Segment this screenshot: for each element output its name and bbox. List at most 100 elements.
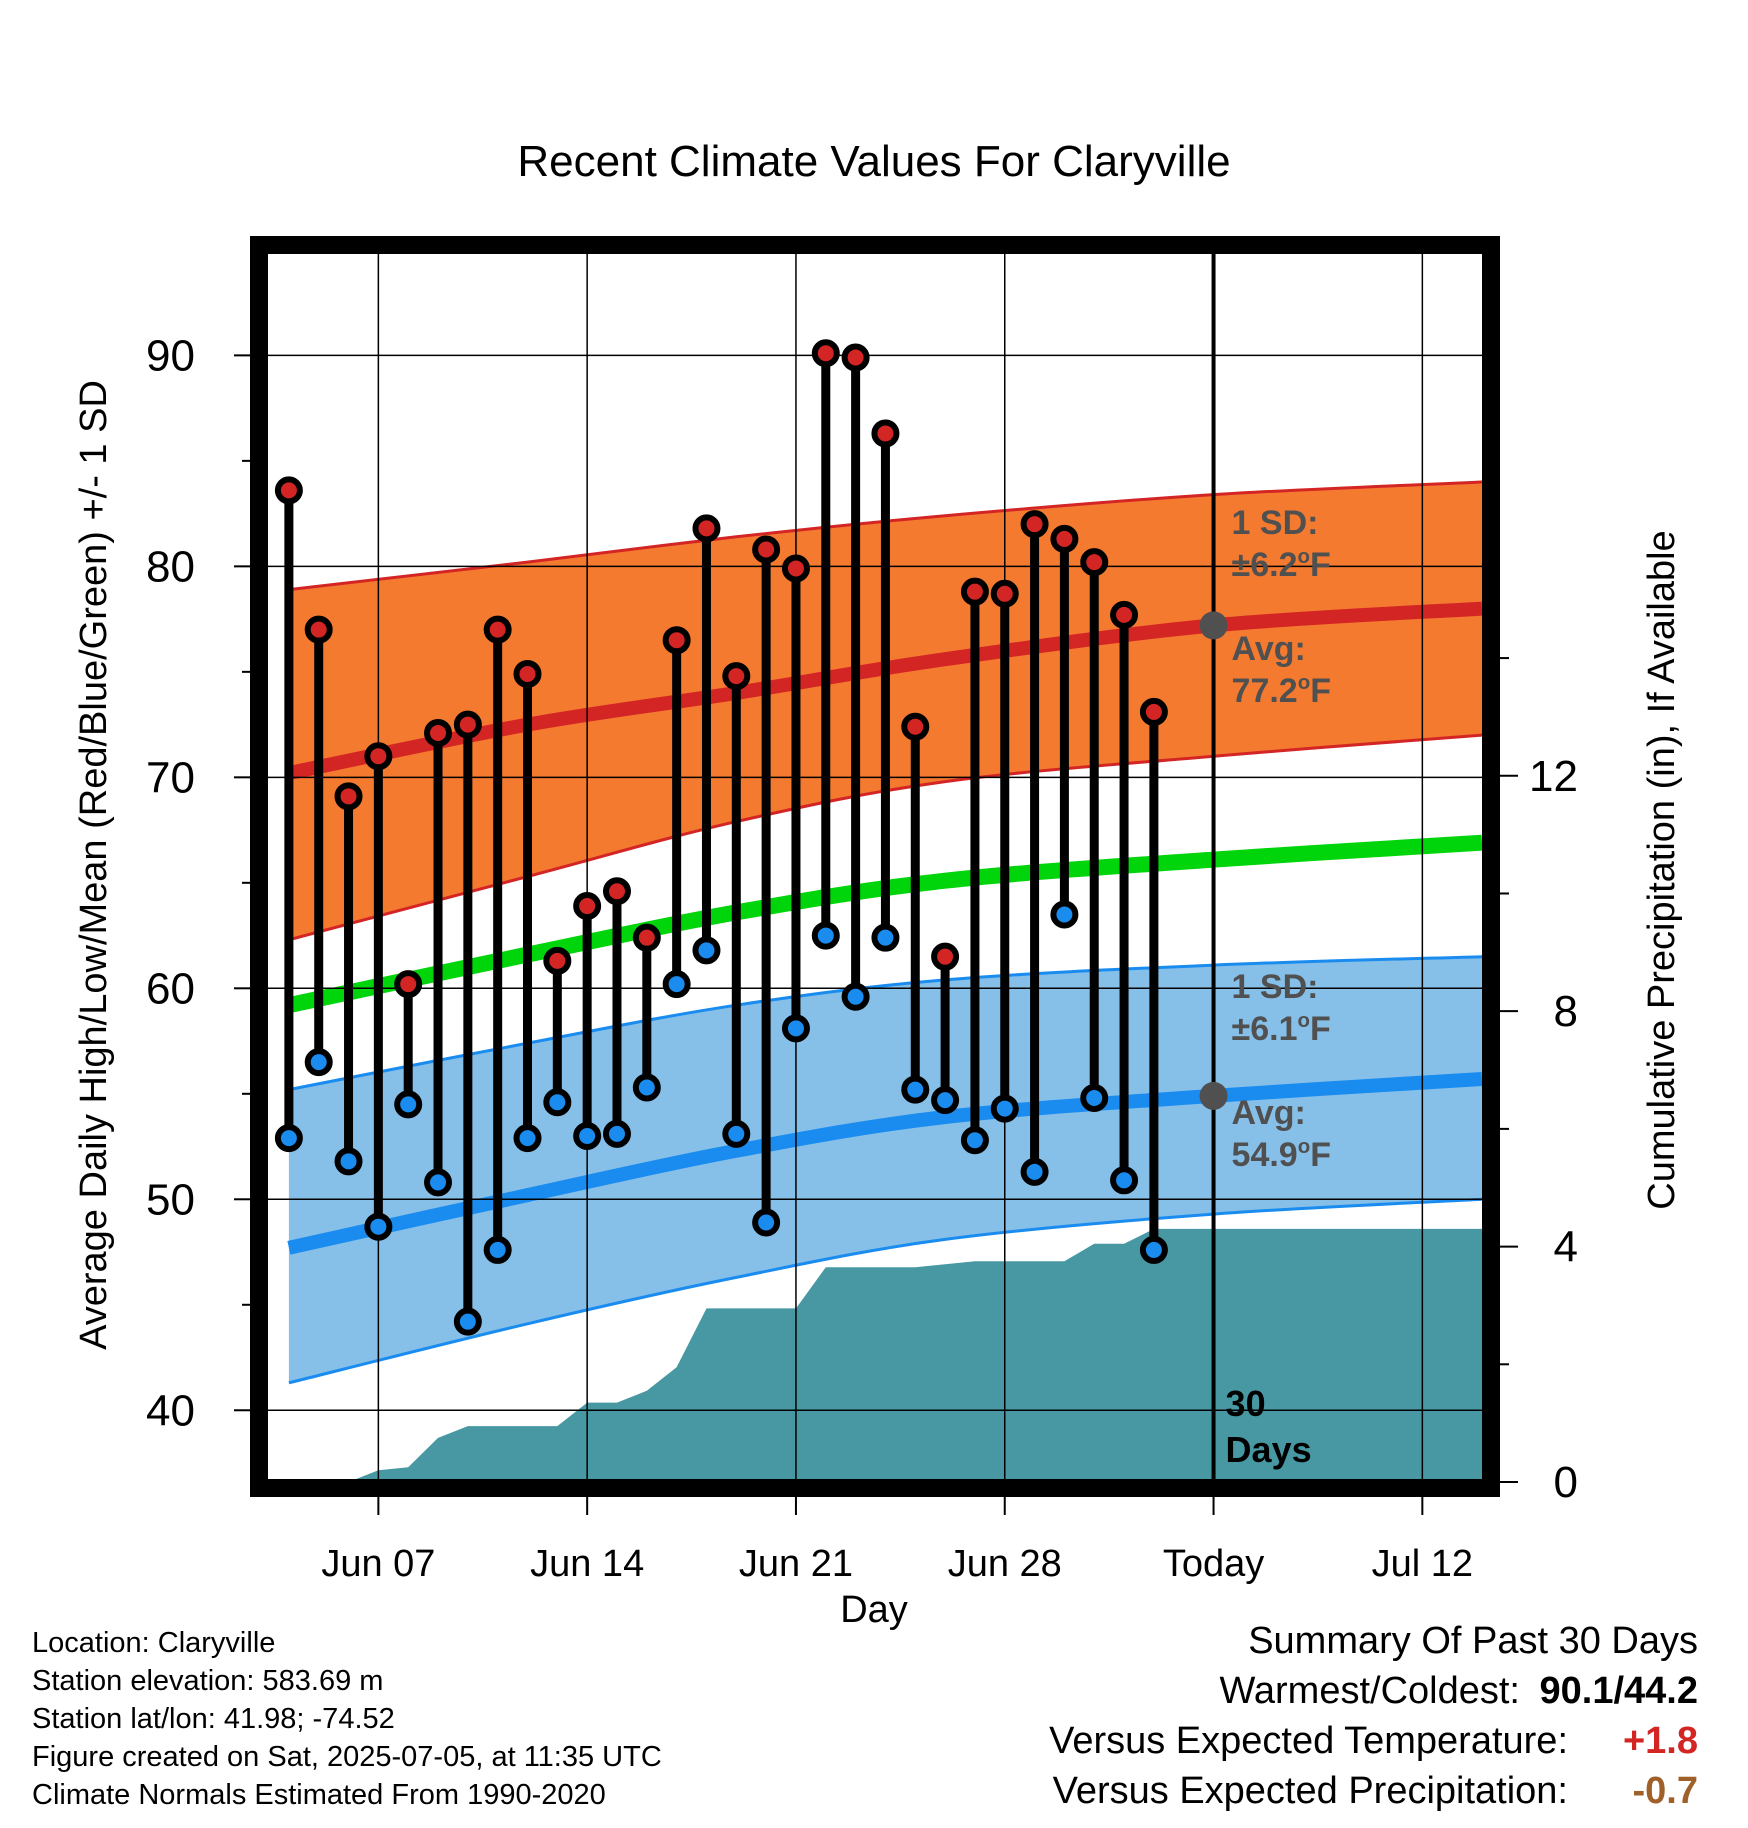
summary-precip: Versus Expected Precipitation: -0.7 bbox=[798, 1766, 1698, 1816]
daily-low-marker bbox=[841, 982, 870, 1011]
daily-high-marker bbox=[543, 946, 572, 975]
daily-low-marker bbox=[453, 1307, 482, 1336]
warm-cold-label: Warmest/Coldest: bbox=[1219, 1670, 1520, 1712]
y-tick-label: 40 bbox=[146, 1386, 195, 1435]
daily-high-marker bbox=[811, 339, 840, 368]
low-avg-label: Avg: bbox=[1232, 1094, 1306, 1132]
daily-high-marker bbox=[274, 476, 303, 505]
daily-high-marker bbox=[1139, 697, 1168, 726]
daily-markers bbox=[274, 339, 1168, 1336]
y-tick-label: 90 bbox=[146, 331, 195, 380]
y-tick-label: 50 bbox=[146, 1175, 195, 1224]
daily-low-marker bbox=[871, 923, 900, 952]
daily-high-marker bbox=[364, 742, 393, 771]
daily-low-marker bbox=[394, 1090, 423, 1119]
today-high-normal-dot bbox=[1199, 611, 1228, 640]
daily-low-marker bbox=[602, 1119, 631, 1148]
days-count-number: 30 bbox=[1226, 1383, 1266, 1424]
x-tick-label: Jun 07 bbox=[321, 1543, 435, 1585]
daily-low-marker bbox=[960, 1126, 989, 1155]
daily-low-marker bbox=[513, 1124, 542, 1153]
daily-low-marker bbox=[632, 1073, 661, 1102]
high-sd-label: 1 SD: bbox=[1232, 504, 1319, 542]
location-text: Location: Claryville bbox=[32, 1627, 276, 1659]
daily-high-marker bbox=[1020, 510, 1049, 539]
daily-low-marker bbox=[1110, 1166, 1139, 1195]
y-tick-label: 70 bbox=[146, 753, 195, 802]
daily-high-marker bbox=[1050, 524, 1079, 553]
y2-axis-label: Cumulative Precipitation (in), If Availa… bbox=[1641, 530, 1683, 1209]
daily-low-marker bbox=[692, 936, 721, 965]
daily-low-marker bbox=[1050, 900, 1079, 929]
daily-high-marker bbox=[692, 514, 721, 543]
daily-low-marker bbox=[424, 1168, 453, 1197]
temp-anomaly-label: Versus Expected Temperature: bbox=[1049, 1720, 1568, 1762]
days-count-word: Days bbox=[1226, 1429, 1312, 1470]
x-axis: Jun 07 Jun 14 Jun 21 Jun 28 Today Jul 12 bbox=[321, 1497, 1473, 1585]
daily-high-marker bbox=[990, 579, 1019, 608]
precip-anomaly-label: Versus Expected Precipitation: bbox=[1052, 1770, 1568, 1812]
daily-low-marker bbox=[781, 1014, 810, 1043]
precipitation-fill bbox=[348, 1228, 1482, 1482]
daily-high-marker bbox=[424, 719, 453, 748]
daily-low-marker bbox=[811, 921, 840, 950]
high-avg-label: Avg: bbox=[1232, 630, 1306, 668]
x-tick-label: Jun 21 bbox=[739, 1543, 853, 1585]
daily-low-marker bbox=[304, 1048, 333, 1077]
y-axis-label: Average Daily High/Low/Mean (Red/Blue/Gr… bbox=[73, 380, 115, 1350]
low-sd-value: ±6.1oF bbox=[1232, 1010, 1331, 1048]
daily-low-marker bbox=[334, 1147, 363, 1176]
daily-high-marker bbox=[1080, 548, 1109, 577]
daily-low-marker bbox=[543, 1088, 572, 1117]
temp-anomaly-value: +1.8 bbox=[1622, 1720, 1698, 1762]
low-sd-label: 1 SD: bbox=[1232, 968, 1319, 1006]
daily-low-marker bbox=[1020, 1157, 1049, 1186]
daily-high-marker bbox=[901, 712, 930, 741]
daily-low-marker bbox=[901, 1075, 930, 1104]
summary-panel: Summary Of Past 30 Days Warmest/Coldest:… bbox=[798, 1616, 1698, 1816]
daily-range-bars bbox=[284, 353, 1159, 1322]
daily-low-marker bbox=[1080, 1084, 1109, 1113]
x-tick-label: Today bbox=[1163, 1543, 1264, 1585]
summary-title: Summary Of Past 30 Days bbox=[1248, 1620, 1698, 1662]
daily-high-marker bbox=[752, 535, 781, 564]
daily-low-marker bbox=[931, 1086, 960, 1115]
daily-high-marker bbox=[841, 343, 870, 372]
daily-high-marker bbox=[394, 970, 423, 999]
daily-high-marker bbox=[871, 419, 900, 448]
daily-high-marker bbox=[931, 942, 960, 971]
precip-anomaly-value: -0.7 bbox=[1632, 1770, 1698, 1812]
y2-tick-label: 4 bbox=[1554, 1223, 1578, 1272]
daily-high-marker bbox=[722, 662, 751, 691]
low-avg-value: 54.9oF bbox=[1232, 1136, 1331, 1174]
chart-title: Recent Climate Values For Claryville bbox=[517, 137, 1230, 186]
daily-high-marker bbox=[662, 626, 691, 655]
daily-high-marker bbox=[960, 577, 989, 606]
summary-warm-cold: Warmest/Coldest: 90.1/44.2 bbox=[798, 1666, 1698, 1716]
station-info: Location: Claryville Station elevation: … bbox=[32, 1624, 792, 1814]
latlon-text: Station lat/lon: 41.98; -74.52 bbox=[32, 1703, 395, 1735]
band-annotations: 1 SD: ±6.2oF Avg: 77.2oF 1 SD: ±6.1oF Avg: 54.9… bbox=[1199, 504, 1331, 1470]
y-axis-right: 0 4 8 12 bbox=[1500, 657, 1578, 1507]
y-tick-label: 60 bbox=[146, 964, 195, 1013]
daily-low-marker bbox=[1139, 1235, 1168, 1264]
y2-tick-label: 0 bbox=[1554, 1458, 1578, 1507]
elevation-text: Station elevation: 583.69 m bbox=[32, 1665, 384, 1697]
daily-low-marker bbox=[752, 1208, 781, 1237]
daily-high-marker bbox=[1110, 600, 1139, 629]
daily-high-marker bbox=[453, 710, 482, 739]
summary-temp: Versus Expected Temperature: +1.8 bbox=[798, 1716, 1698, 1766]
daily-low-marker bbox=[573, 1121, 602, 1150]
y-axis-left: 40 50 60 70 80 90 bbox=[146, 331, 250, 1435]
daily-low-marker bbox=[483, 1235, 512, 1264]
daily-high-marker bbox=[602, 877, 631, 906]
daily-low-marker bbox=[364, 1212, 393, 1241]
y2-tick-label: 8 bbox=[1554, 987, 1578, 1036]
x-tick-label: Jul 12 bbox=[1372, 1543, 1473, 1585]
daily-high-marker bbox=[334, 782, 363, 811]
plot-frame bbox=[250, 236, 1500, 1497]
warm-cold-value: 90.1/44.2 bbox=[1539, 1670, 1698, 1712]
daily-high-marker bbox=[573, 892, 602, 921]
x-tick-label: Jun 28 bbox=[948, 1543, 1062, 1585]
